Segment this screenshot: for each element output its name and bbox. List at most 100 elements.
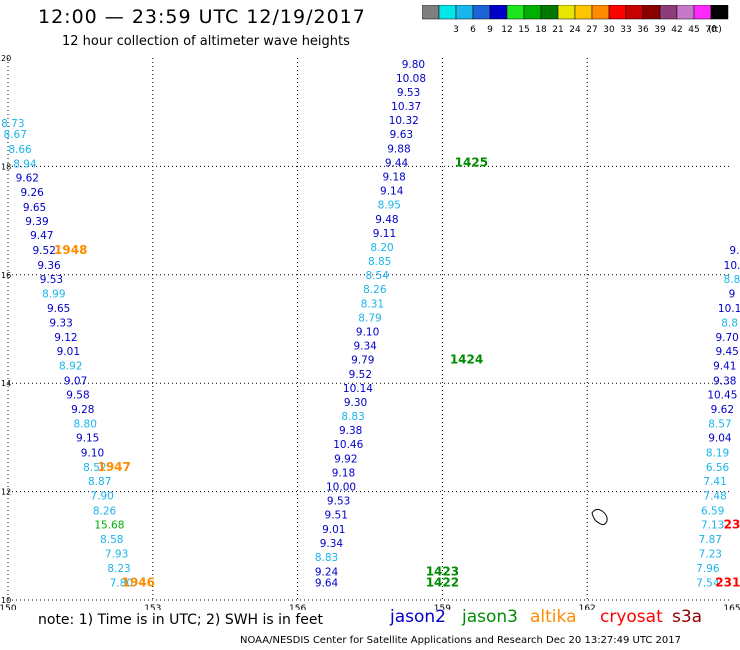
- swh-value-label: 10.37: [391, 101, 421, 113]
- swh-value-label: 8.23: [107, 563, 130, 575]
- swh-value-label: 9.88: [387, 143, 410, 155]
- swh-value-label: 8.87: [88, 476, 111, 488]
- swh-value-label: 9.39: [25, 216, 48, 228]
- colorbar-label: 21: [552, 25, 563, 35]
- track-cryosat: 7.54 7.96 7.23 7.87 7.13 6.59 7.48 7.41 6.56 8.19…: [696, 245, 740, 589]
- swh-value-label: 8.80: [74, 419, 97, 431]
- swh-value-label: 8.26: [93, 505, 117, 517]
- swh-value-label: 8.31: [361, 298, 384, 310]
- colorbar-legend: 3 6 9 12 15 18 21 24 27 30 33 36 39 42 45 70(ft): [422, 5, 729, 35]
- pass-time-label: 1424: [450, 353, 483, 367]
- pass-time-label: 1946: [122, 575, 155, 589]
- swh-value-label: 9.62: [16, 173, 39, 185]
- swh-value-label: 9.01: [57, 346, 80, 358]
- x-tick-label: 150: [0, 604, 17, 610]
- swh-value-label: 10.45: [707, 389, 737, 401]
- swh-value-label: 9.80: [402, 59, 425, 71]
- swh-value-label: 9.38: [713, 375, 736, 387]
- colorbar-unit: (ft): [708, 25, 722, 35]
- colorbar-label: 15: [518, 25, 529, 35]
- swh-value-label: 8.92: [59, 361, 82, 373]
- swh-value-label: 9.12: [54, 332, 77, 344]
- swh-value-label: 9.04: [708, 433, 732, 445]
- y-tick-label: 18: [1, 162, 11, 171]
- swh-value-label: 7.54: [696, 577, 720, 589]
- swh-value-label: 9.01: [322, 524, 345, 536]
- x-tick-label: 165: [723, 604, 740, 610]
- pass-time-label: 1423: [426, 565, 459, 579]
- swh-value-label: 9.10: [81, 447, 104, 459]
- colorbar-label: 33: [620, 25, 631, 35]
- y-tick-label: 12: [1, 488, 11, 497]
- swh-value-label: 9.47: [30, 230, 53, 242]
- colorbar-label: 24: [569, 25, 581, 35]
- swh-value-label: 7.23: [699, 549, 722, 561]
- swh-value-label: 8.95: [378, 200, 401, 212]
- swh-value-label: 7.90: [90, 491, 113, 503]
- swh-value-label: 9.26: [20, 187, 44, 199]
- swh-value-label: 9.52: [349, 369, 372, 381]
- y-tick-label: 10: [1, 596, 11, 605]
- swh-value-label: 10.32: [389, 115, 419, 127]
- swh-value-label: 10.1: [718, 303, 740, 315]
- footnote: note: 1) Time is in UTC; 2) SWH is in fe…: [38, 612, 324, 628]
- swh-value-label: 8.54: [366, 270, 390, 282]
- swh-value-label: 10.46: [333, 439, 363, 451]
- swh-value-label: 8.57: [708, 419, 731, 431]
- satellite-jason3: jason3: [462, 607, 518, 627]
- swh-value-label: 9.58: [66, 389, 89, 401]
- swh-value-label: 9.45: [715, 346, 738, 358]
- swh-value-label: 9.36: [37, 260, 61, 272]
- swh-value-label: 10.14: [343, 383, 373, 395]
- x-tick-label: 153: [144, 604, 161, 610]
- swh-value-label: 9.44: [385, 157, 409, 169]
- x-tick-label: 156: [289, 604, 306, 610]
- swh-value-label: 8.73: [1, 118, 24, 130]
- chart-title: 12:00 — 23:59 UTC 12/19/2017: [38, 6, 366, 28]
- colorbar-label: 9: [487, 25, 493, 35]
- y-tick-label: 16: [1, 271, 11, 280]
- y-tick-label: 14: [1, 379, 11, 388]
- swh-value-label: 9.07: [64, 375, 87, 387]
- swh-value-label: 8.52: [83, 462, 106, 474]
- swh-value-label: 8.83: [341, 411, 364, 423]
- colorbar-label: 27: [586, 25, 597, 35]
- swh-value-label: 9.10: [356, 327, 379, 339]
- swh-value-label: 10.: [724, 260, 740, 272]
- y-tick-label: 20: [1, 54, 11, 63]
- swh-value-label: 7.87: [699, 534, 722, 546]
- x-tick-label: 159: [434, 604, 451, 610]
- swh-value-label: 9.64: [315, 577, 339, 589]
- swh-value-label: 9.62: [711, 404, 734, 416]
- wave-height-plot: 150 153 156 159 162 1651012141618208.738.678.…: [0, 54, 740, 610]
- swh-value-label: 8.79: [358, 312, 381, 324]
- island-outline: [591, 508, 608, 526]
- swh-value-label: 9.24: [315, 567, 339, 579]
- satellite-cryosat: cryosat: [600, 607, 663, 627]
- swh-value-label: 9.30: [344, 397, 367, 409]
- swh-value-label: 9.63: [390, 129, 413, 141]
- swh-value-label: 9.34: [353, 341, 377, 353]
- colorbar-label: 12: [501, 25, 512, 35]
- credit-line: NOAA/NESDIS Center for Satellite Applica…: [240, 635, 682, 646]
- swh-value-label: 9.: [729, 245, 739, 257]
- colorbar-label: 70: [705, 25, 717, 35]
- swh-value-label: 7.93: [105, 549, 128, 561]
- swh-value-label: 9.14: [380, 186, 404, 198]
- swh-value-label: 6.56: [706, 462, 730, 474]
- x-tick-label: 162: [579, 604, 596, 610]
- swh-value-label: 7.96: [696, 563, 720, 575]
- colorbar-label: 30: [603, 25, 615, 35]
- colorbar-label: 42: [671, 25, 682, 35]
- pass-time-label: 1948: [54, 243, 87, 257]
- swh-value-label: 8.94: [13, 158, 37, 170]
- swh-value-label: 8.19: [706, 447, 729, 459]
- swh-value-label: 9.53: [327, 496, 350, 508]
- swh-value-label: 10.08: [396, 73, 426, 85]
- track-altika: 8.738.67 8.66 8.94 9.62 9.26 9.65 9.39 9.47 9.52…: [1, 118, 155, 590]
- swh-value-label: 8.8: [721, 317, 738, 329]
- swh-value-label: 9.28: [71, 404, 94, 416]
- satellite-altika: altika: [530, 607, 577, 627]
- swh-value-label: 9.51: [325, 510, 348, 522]
- colorbar-label: 39: [654, 25, 666, 35]
